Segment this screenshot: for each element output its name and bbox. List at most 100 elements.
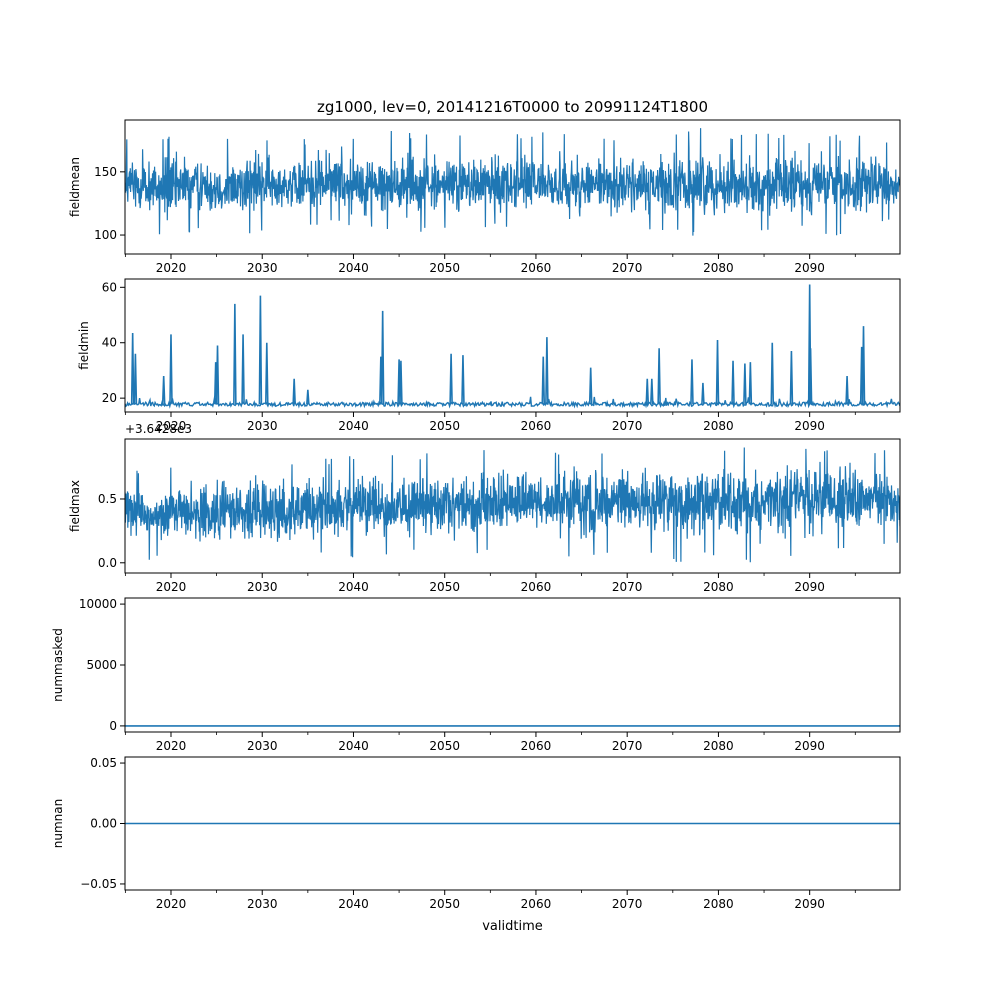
x-tick-label-nummasked-3: 2050 [429, 739, 460, 753]
x-tick-label-nummasked-2: 2040 [338, 739, 369, 753]
spike-fieldmin-24 [690, 359, 694, 405]
axes-frame-fieldmean [124, 119, 901, 255]
y-tick-label-numnan-1: 0.00 [90, 817, 117, 831]
x-tick-label-nummasked-6: 2080 [703, 739, 734, 753]
spike-fieldmin-15 [399, 360, 403, 405]
y-axis-label-fieldmin: fieldmin [77, 321, 91, 370]
x-tick-label-numnan-6: 2080 [703, 897, 734, 911]
x-tick-label-fieldmin-2: 2040 [338, 419, 369, 433]
y-tick-label-fieldmin-2: 60 [102, 280, 117, 294]
spike-fieldmin-34 [845, 375, 849, 405]
x-tick-label-fieldmean-3: 2050 [429, 261, 460, 275]
subplot-numnan: 2020 2030 2040 2050 2060 2070 2080 2090 −0.05 0.0… [51, 756, 901, 911]
subplot-fieldmax: 2020 2030 2040 2050 2060 2070 2080 2090 0.0 0.5 +3… [68, 422, 901, 594]
spike-fieldmin-33 [808, 348, 813, 405]
spike-fieldmin-8 [258, 295, 263, 405]
spike-fieldmin-11 [306, 389, 310, 405]
x-tick-label-fieldmin-7: 2090 [794, 419, 825, 433]
spike-fieldmin-17 [461, 355, 465, 405]
spike-fieldmin-18 [541, 356, 546, 405]
spike-fieldmin-19 [545, 337, 549, 405]
x-tick-label-fieldmean-2: 2040 [338, 261, 369, 275]
spike-fieldmin-29 [748, 362, 753, 405]
x-tick-label-fieldmean-0: 2020 [156, 261, 187, 275]
x-tick-label-fieldmax-4: 2060 [521, 580, 552, 594]
plot-area-fieldmean [125, 128, 900, 236]
spike-fieldmin-27 [731, 360, 735, 405]
spike-fieldmin-25 [701, 382, 705, 405]
x-tick-label-numnan-4: 2060 [521, 897, 552, 911]
x-tick-label-fieldmin-4: 2060 [521, 419, 552, 433]
y-axis-label-nummasked: nummasked [51, 628, 65, 702]
spike-fieldmin-26 [715, 339, 720, 405]
x-tick-label-fieldmean-4: 2060 [521, 261, 552, 275]
series-line-fieldmean [125, 128, 900, 236]
x-tick-label-numnan-0: 2020 [156, 897, 187, 911]
spike-fieldmin-23 [657, 348, 661, 405]
x-tick-label-fieldmax-7: 2090 [794, 580, 825, 594]
y-axis-label-fieldmax: fieldmax [68, 480, 82, 532]
x-tick-label-fieldmax-6: 2080 [703, 580, 734, 594]
y-tick-label-numnan-2: 0.05 [90, 756, 117, 770]
y-tick-label-numnan-0: −0.05 [80, 877, 117, 891]
x-tick-label-nummasked-5: 2070 [612, 739, 643, 753]
spike-fieldmin-31 [789, 351, 794, 405]
y-tick-label-fieldmax-0: 0.0 [98, 556, 117, 570]
spike-fieldmin-5 [215, 345, 220, 405]
series-line-fieldmax [125, 447, 900, 563]
x-tick-label-fieldmin-6: 2080 [703, 419, 734, 433]
x-tick-label-numnan-1: 2030 [247, 897, 278, 911]
spike-fieldmin-1 [133, 353, 138, 405]
spike-fieldmin-22 [650, 378, 654, 405]
x-tick-label-fieldmean-6: 2080 [703, 261, 734, 275]
x-tick-label-fieldmin-1: 2030 [247, 419, 278, 433]
spike-fieldmin-21 [645, 378, 650, 405]
subplot-fieldmin: 2020 2030 2040 2050 2060 2070 2080 2090204060fi… [77, 278, 901, 433]
y-tick-label-fieldmax-1: 0.5 [98, 492, 117, 506]
x-tick-label-nummasked-4: 2060 [521, 739, 552, 753]
y-tick-label-fieldmean-0: 100 [94, 228, 117, 242]
x-tick-label-fieldmax-5: 2070 [612, 580, 643, 594]
y-axis-label-numnan: numnan [51, 799, 65, 848]
x-tick-label-fieldmax-2: 2040 [338, 580, 369, 594]
spike-fieldmin-30 [770, 342, 775, 405]
x-tick-label-fieldmin-3: 2050 [429, 419, 460, 433]
spike-fieldmin-10 [292, 378, 296, 405]
plot-area-fieldmin [125, 284, 900, 409]
x-tick-label-nummasked-0: 2020 [156, 739, 187, 753]
chart-title: zg1000, lev=0, 20141216T0000 to 20991124… [317, 98, 708, 116]
x-tick-label-fieldmean-7: 2090 [794, 261, 825, 275]
x-tick-label-fieldmean-1: 2030 [247, 261, 278, 275]
y-axis-label-fieldmean: fieldmean [68, 157, 82, 217]
y-offset-text-fieldmax: +3.6428e3 [125, 422, 192, 436]
spike-fieldmin-3 [169, 334, 173, 405]
axes-frame-fieldmax [124, 438, 901, 574]
x-tick-label-fieldmax-3: 2050 [429, 580, 460, 594]
spike-fieldmin-28 [743, 363, 747, 405]
x-tick-label-nummasked-1: 2030 [247, 739, 278, 753]
x-tick-label-numnan-2: 2040 [338, 897, 369, 911]
plot-area-fieldmax [125, 447, 900, 563]
x-tick-label-fieldmax-0: 2020 [156, 580, 187, 594]
spike-fieldmin-36 [861, 326, 866, 405]
y-tick-label-nummasked-1: 5000 [86, 658, 117, 672]
x-axis-label: validtime [482, 919, 543, 934]
y-tick-label-nummasked-0: 0 [109, 719, 117, 733]
spike-fieldmin-7 [241, 334, 245, 405]
series-line-fieldmin [125, 395, 900, 409]
axes-frame-fieldmin [124, 278, 901, 413]
x-tick-label-fieldmean-5: 2070 [612, 261, 643, 275]
x-tick-label-fieldmin-5: 2070 [612, 419, 643, 433]
subplot-nummasked: 2020 2030 2040 2050 2060 2070 2080 2090 0 5000 100… [51, 597, 901, 753]
spike-fieldmin-13 [380, 310, 385, 405]
x-tick-label-fieldmax-1: 2030 [247, 580, 278, 594]
spike-fieldmin-20 [588, 367, 593, 405]
y-tick-label-nummasked-2: 10000 [79, 597, 117, 611]
spike-fieldmin-2 [161, 375, 166, 405]
spike-fieldmin-6 [233, 303, 237, 405]
x-tick-label-numnan-3: 2050 [429, 897, 460, 911]
x-tick-label-fieldmin-0: 2020 [156, 419, 187, 433]
y-tick-label-fieldmin-0: 20 [102, 391, 117, 405]
x-tick-label-numnan-5: 2070 [612, 897, 643, 911]
